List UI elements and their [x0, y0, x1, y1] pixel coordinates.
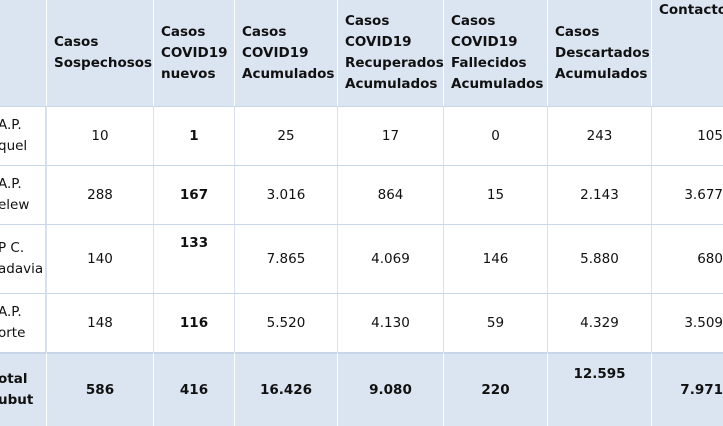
cell-sospechosos: 10: [47, 106, 154, 165]
total-acumulados: 16.426: [235, 352, 338, 426]
total-region-line2: ubut: [0, 392, 34, 408]
cell-nuevos: 1: [154, 106, 235, 165]
cell-acumulados: 5.520: [235, 293, 338, 352]
cell-recuperados: 864: [338, 165, 444, 224]
cell-contactos: 3.677: [652, 165, 723, 224]
cell-descartados: 5.880: [548, 224, 652, 293]
cell-acumulados: 25: [235, 106, 338, 165]
header-nuevos: Casos COVID19 nuevos: [154, 0, 235, 106]
total-fallecidos: 220: [444, 352, 548, 426]
region-cell: A.P. elew: [0, 165, 47, 224]
total-row: otal ubut 586 416 16.426 9.080 220 12.595…: [0, 352, 723, 426]
table-row: A.P. orte 148 116 5.520 4.130 59 4.329 3.…: [0, 293, 723, 352]
region-line1: P C.: [0, 240, 25, 256]
total-descartados: 12.595: [548, 352, 652, 426]
header-region: [0, 0, 47, 106]
region-cell: P C. adavia: [0, 224, 47, 293]
cell-fallecidos: 0: [444, 106, 548, 165]
header-contactos: Contactos Estrechos actualmente en segui…: [652, 0, 723, 106]
cell-nuevos: 167: [154, 165, 235, 224]
cell-recuperados: 4.130: [338, 293, 444, 352]
cell-sospechosos: 140: [47, 224, 154, 293]
total-region-line1: otal: [0, 371, 28, 387]
cell-sospechosos: 148: [47, 293, 154, 352]
cell-descartados: 2.143: [548, 165, 652, 224]
region-line2: orte: [0, 325, 26, 341]
cell-nuevos: 116: [154, 293, 235, 352]
region-line1: A.P.: [0, 304, 22, 320]
cell-recuperados: 17: [338, 106, 444, 165]
region-cell: A.P. orte: [0, 293, 47, 352]
header-recuperados: Casos COVID19 Recuperados Acumulados: [338, 0, 444, 106]
header-sospechosos: Casos Sospechosos: [47, 0, 154, 106]
header-fallecidos: Casos COVID19 Fallecidos Acumulados: [444, 0, 548, 106]
total-recuperados: 9.080: [338, 352, 444, 426]
cell-recuperados: 4.069: [338, 224, 444, 293]
total-nuevos: 416: [154, 352, 235, 426]
total-sospechosos: 586: [47, 352, 154, 426]
cell-acumulados: 7.865: [235, 224, 338, 293]
cell-fallecidos: 15: [444, 165, 548, 224]
region-line2: adavia: [0, 261, 44, 277]
region-line2: quel: [0, 138, 28, 154]
region-line1: A.P.: [0, 117, 22, 133]
cell-contactos: 3.509: [652, 293, 723, 352]
cell-fallecidos: 59: [444, 293, 548, 352]
cell-nuevos: 133: [154, 224, 235, 293]
region-line2: elew: [0, 197, 30, 213]
header-row: Casos Sospechosos Casos COVID19 nuevos C…: [0, 0, 723, 106]
total-region-cell: otal ubut: [0, 352, 47, 426]
total-contactos: 7.971: [652, 352, 723, 426]
header-descartados: Casos Descartados Acumulados: [548, 0, 652, 106]
cell-contactos: 105: [652, 106, 723, 165]
region-cell: A.P. quel: [0, 106, 47, 165]
table-row: A.P. quel 10 1 25 17 0 243 105: [0, 106, 723, 165]
cell-descartados: 4.329: [548, 293, 652, 352]
cell-fallecidos: 146: [444, 224, 548, 293]
header-acumulados: Casos COVID19 Acumulados: [235, 0, 338, 106]
table-row: P C. adavia 140 133 7.865 4.069 146 5.880…: [0, 224, 723, 293]
cell-sospechosos: 288: [47, 165, 154, 224]
table-row: A.P. elew 288 167 3.016 864 15 2.143 3.67…: [0, 165, 723, 224]
cell-descartados: 243: [548, 106, 652, 165]
cell-contactos: 680: [652, 224, 723, 293]
cell-acumulados: 3.016: [235, 165, 338, 224]
region-line1: A.P.: [0, 176, 22, 192]
